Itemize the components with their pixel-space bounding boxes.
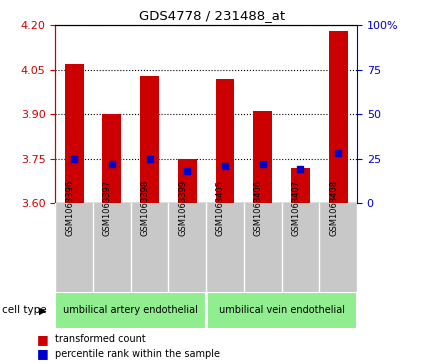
Text: umbilical artery endothelial: umbilical artery endothelial	[63, 305, 198, 315]
Text: GSM1063406: GSM1063406	[254, 180, 263, 236]
Text: cell type: cell type	[2, 305, 47, 315]
Text: GDS4778 / 231488_at: GDS4778 / 231488_at	[139, 9, 286, 22]
Text: ■: ■	[37, 333, 48, 346]
Bar	[65, 64, 84, 203]
Text: transformed count: transformed count	[55, 334, 146, 344]
Bar	[140, 76, 159, 203]
Text: GSM1063405: GSM1063405	[216, 180, 225, 236]
Bar	[178, 159, 197, 203]
Bar	[253, 111, 272, 203]
Text: percentile rank within the sample: percentile rank within the sample	[55, 349, 220, 359]
Bar	[206, 292, 357, 329]
Bar	[55, 292, 206, 329]
Text: GSM1063396: GSM1063396	[65, 180, 74, 236]
Text: GSM1063397: GSM1063397	[103, 180, 112, 236]
Bar	[291, 168, 310, 203]
Bar	[102, 114, 121, 203]
Text: GSM1063399: GSM1063399	[178, 180, 187, 236]
Text: GSM1063408: GSM1063408	[329, 180, 338, 236]
Text: ▶: ▶	[39, 305, 46, 315]
Bar	[215, 79, 235, 203]
Text: ■: ■	[37, 347, 48, 360]
Text: GSM1063398: GSM1063398	[141, 180, 150, 236]
Text: GSM1063407: GSM1063407	[292, 180, 300, 236]
Bar	[329, 31, 348, 203]
Text: umbilical vein endothelial: umbilical vein endothelial	[218, 305, 345, 315]
